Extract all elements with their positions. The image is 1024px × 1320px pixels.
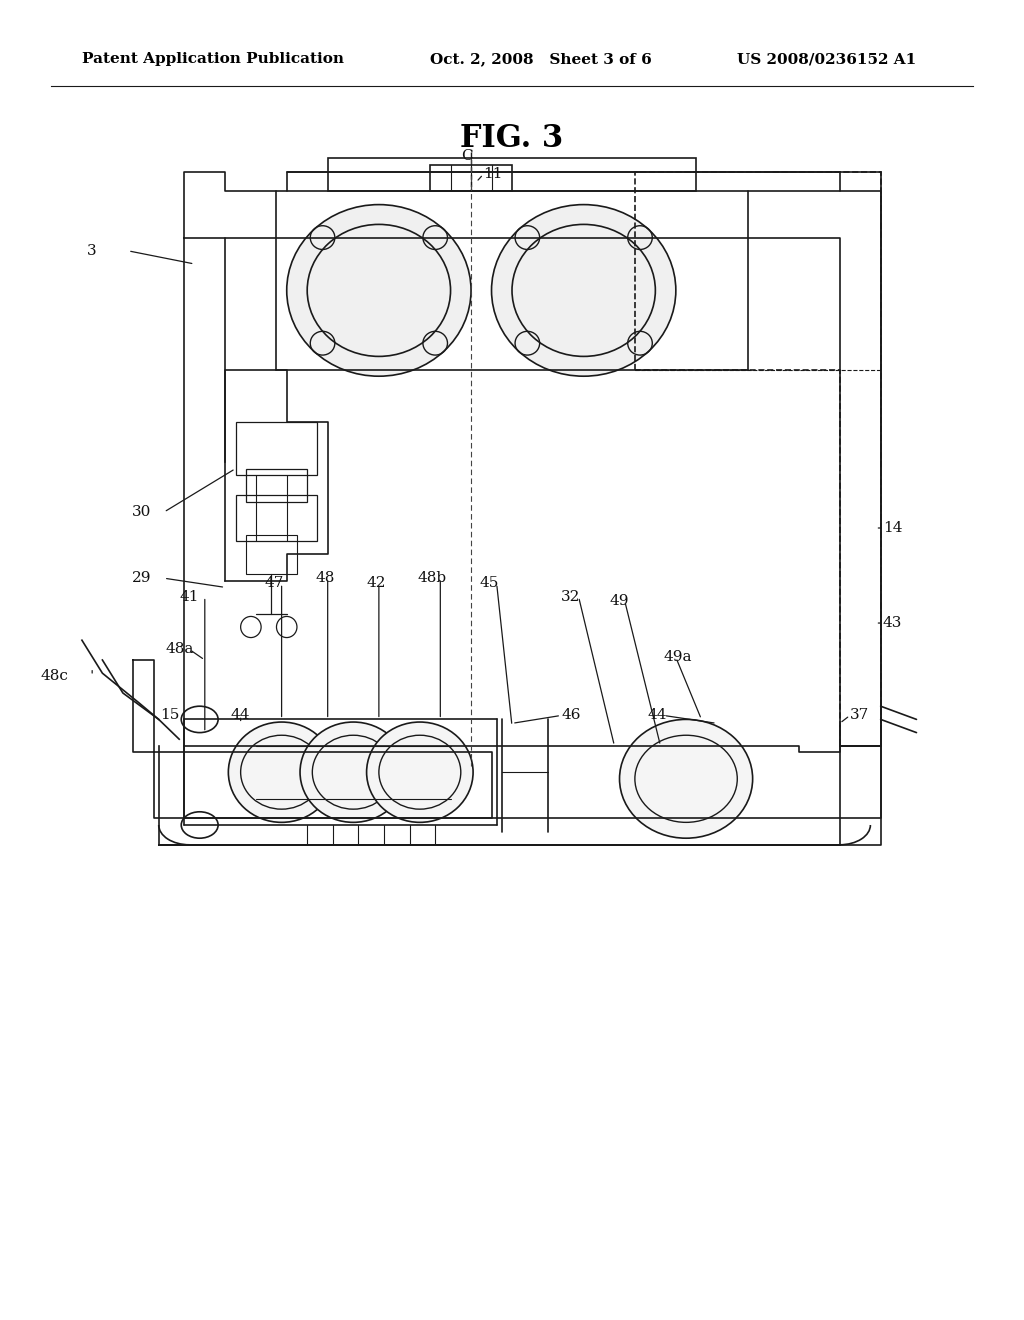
Text: US 2008/0236152 A1: US 2008/0236152 A1 (737, 53, 916, 66)
Text: 48c: 48c (41, 669, 69, 682)
Text: 45: 45 (479, 577, 499, 590)
Text: Oct. 2, 2008   Sheet 3 of 6: Oct. 2, 2008 Sheet 3 of 6 (430, 53, 652, 66)
Text: 32: 32 (561, 590, 581, 603)
Text: Patent Application Publication: Patent Application Publication (82, 53, 344, 66)
Text: 11: 11 (483, 168, 503, 181)
Text: 49a: 49a (664, 651, 692, 664)
Text: 3: 3 (87, 244, 96, 257)
Text: 47: 47 (264, 577, 284, 590)
Text: 42: 42 (367, 577, 386, 590)
Text: 49: 49 (609, 594, 629, 607)
Ellipse shape (300, 722, 407, 822)
Text: 48a: 48a (166, 643, 195, 656)
Text: 29: 29 (132, 572, 152, 585)
Text: 48b: 48b (418, 572, 446, 585)
Text: 37: 37 (850, 709, 869, 722)
Ellipse shape (228, 722, 335, 822)
Ellipse shape (287, 205, 471, 376)
Text: 44: 44 (230, 709, 250, 722)
Ellipse shape (620, 719, 753, 838)
Text: 30: 30 (132, 506, 152, 519)
Text: 14: 14 (883, 521, 902, 535)
Ellipse shape (367, 722, 473, 822)
Text: 43: 43 (883, 616, 902, 630)
Text: 46: 46 (561, 709, 581, 722)
Text: 48: 48 (315, 572, 335, 585)
Text: FIG. 3: FIG. 3 (461, 123, 563, 154)
Text: 44: 44 (647, 709, 667, 722)
Text: 15: 15 (160, 709, 179, 722)
Ellipse shape (492, 205, 676, 376)
Text: 41: 41 (179, 590, 199, 603)
Text: C: C (461, 149, 472, 162)
